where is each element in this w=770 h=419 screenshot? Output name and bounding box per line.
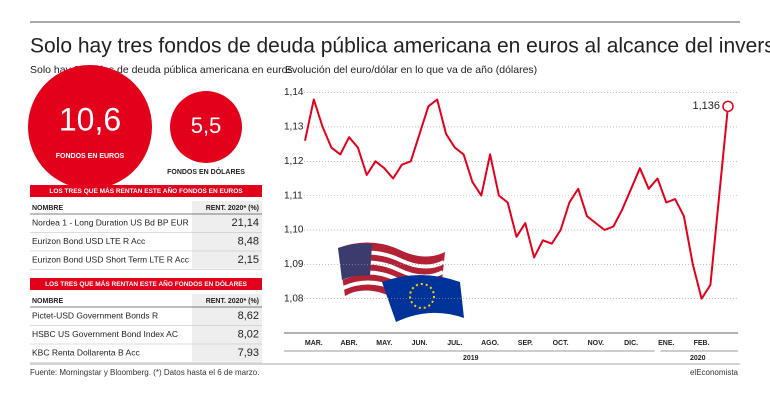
y-tick-label: 1,09: [284, 259, 304, 270]
chart-title: Evolución del euro/dólar en lo que va de…: [285, 64, 537, 76]
x-tick-label: DIC.: [624, 340, 638, 347]
dollar-label: FONDOS EN DÓLARES: [167, 167, 245, 176]
euro-label: FONDOS EN EUROS: [56, 153, 125, 160]
fund-name: Eurizon Bond USD LTE R Acc: [32, 236, 146, 246]
value-column: [192, 294, 262, 362]
x-tick-label: FEB.: [694, 340, 710, 347]
brand: elEconomista: [690, 368, 739, 377]
dollar-circle: [170, 91, 242, 163]
x-tick-label: ABR.: [341, 340, 358, 347]
fund-return: 8,02: [238, 328, 259, 340]
table-title: LOS TRES QUE MÁS RENTAN ESTE AÑO FONDOS …: [49, 186, 243, 195]
fund-name: KBC Renta Dollarenta B Acc: [32, 347, 140, 357]
annotation: 1,136: [692, 100, 720, 112]
x-tick-label: OCT.: [553, 340, 569, 347]
fund-name: Eurizon Bond USD Short Term LTE R Acc: [32, 254, 190, 264]
fund-name: Pictet-USD Government Bonds R: [32, 310, 158, 320]
fund-return: 8,62: [238, 310, 259, 322]
table-banner: [30, 185, 262, 197]
y-tick-label: 1,08: [284, 293, 304, 304]
x-tick-label: ENE.: [658, 340, 674, 347]
dollar-count: 5,5: [191, 113, 222, 138]
x-tick-label: JUN.: [412, 340, 428, 347]
euro-circle: [28, 65, 152, 189]
table-header: NOMBRE: [32, 205, 63, 212]
table-banner: [30, 278, 262, 290]
y-tick-label: 1,12: [284, 156, 304, 167]
x-tick-label: SEP.: [518, 340, 533, 347]
source: Fuente: Morningstar y Bloomberg. (*) Dat…: [30, 368, 259, 377]
year-label: 2020: [690, 355, 706, 362]
x-tick-label: MAY.: [376, 340, 392, 347]
y-tick-label: 1,11: [284, 190, 303, 201]
year-label: 2019: [463, 355, 479, 362]
y-tick-label: 1,10: [284, 225, 304, 236]
table-header: NOMBRE: [32, 298, 63, 305]
y-tick-label: 1,13: [284, 122, 304, 133]
table-header: RENT. 2020* (%): [206, 298, 259, 305]
fund-return: 7,93: [238, 347, 259, 359]
x-tick-label: MAR.: [305, 340, 323, 347]
x-tick-label: AGO.: [481, 340, 499, 347]
table-title: LOS TRES QUE MÁS RENTAN ESTE AÑO FONDOS …: [45, 279, 248, 288]
fund-name: Nordea 1 - Long Duration US Bd BP EUR: [32, 217, 189, 227]
y-tick-label: 1,14: [284, 87, 304, 98]
main-title: Solo hay tres fondos de deuda pública am…: [30, 35, 770, 58]
flags: [338, 242, 464, 322]
line: [304, 98, 729, 300]
fund-name: HSBC US Government Bond Index AC: [32, 329, 178, 339]
value-column: [192, 201, 262, 269]
fund-return: 8,48: [238, 235, 259, 247]
euro-count: 10,6: [59, 101, 121, 137]
fund-return: 2,15: [238, 254, 259, 266]
fund-return: 21,14: [231, 217, 259, 229]
x-tick-label: JUL.: [447, 340, 462, 347]
last-point: [722, 100, 734, 113]
table-header: RENT. 2020* (%): [206, 205, 259, 212]
x-tick-label: NOV.: [588, 340, 605, 347]
